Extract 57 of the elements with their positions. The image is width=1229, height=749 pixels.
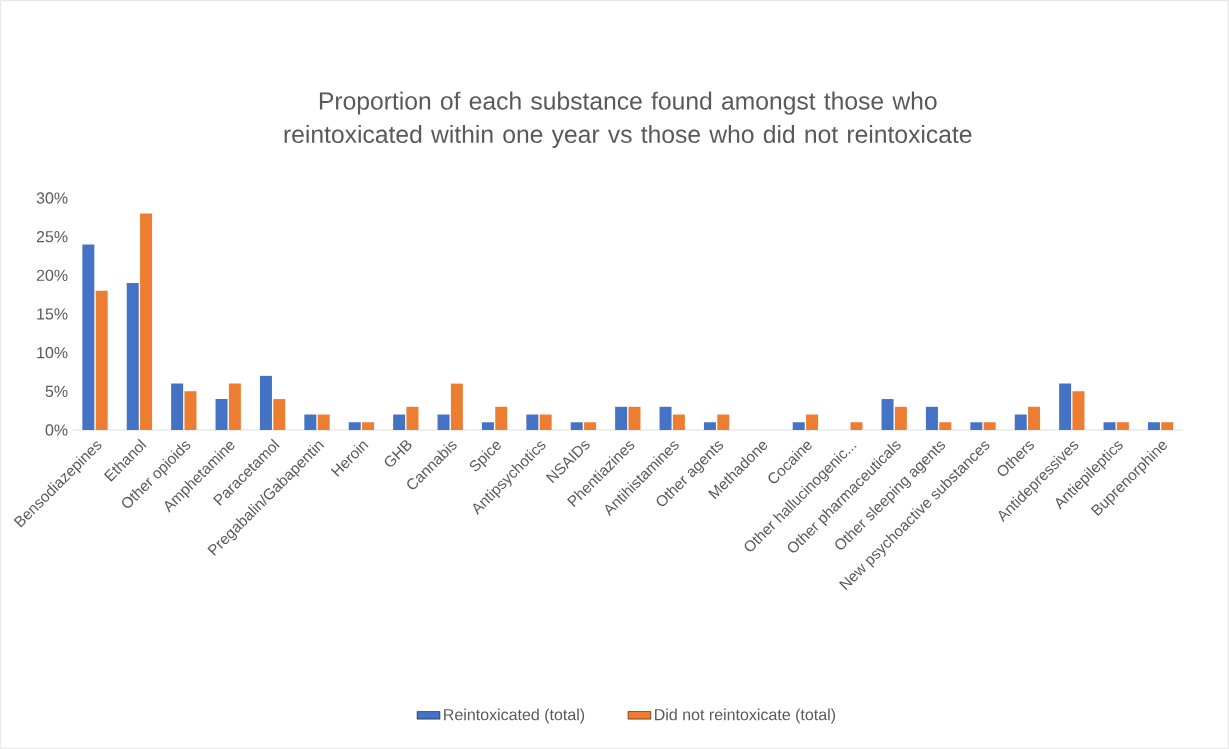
bar (140, 213, 153, 430)
y-tick-label: 30% (36, 192, 68, 204)
y-tick-label: 20% (36, 269, 68, 281)
bar (481, 422, 494, 430)
bar (939, 422, 952, 430)
bar (228, 383, 241, 430)
bar (850, 422, 863, 430)
bar (393, 414, 406, 430)
bar (259, 375, 272, 430)
bar (672, 414, 685, 430)
bar (1028, 406, 1041, 430)
bar (615, 406, 628, 430)
bar (1014, 414, 1027, 430)
legend-label: Did not reintoxicate (total) (655, 708, 836, 724)
bar (703, 422, 716, 430)
bar (95, 290, 108, 430)
bar (983, 422, 996, 430)
bar (437, 414, 450, 430)
bar (894, 406, 907, 430)
bar (1161, 422, 1174, 430)
bar (304, 414, 317, 430)
bar (1103, 422, 1116, 430)
bar (1059, 383, 1072, 430)
y-tick-label: 15% (37, 308, 68, 320)
bar (792, 422, 805, 430)
bar (362, 422, 375, 430)
bar (1072, 391, 1085, 430)
bar (570, 422, 583, 430)
bar (450, 383, 463, 430)
bar (1147, 422, 1160, 430)
bar (881, 399, 894, 430)
bar (659, 406, 672, 430)
bar (82, 244, 95, 430)
y-tick-label: 10% (37, 347, 68, 359)
chart-title: Proportion of each substance found amongst those who reintoxicated within one year vs those who did not reintoxicate (284, 91, 972, 148)
bar (806, 414, 819, 430)
bar (348, 422, 361, 430)
bar (539, 414, 552, 430)
bar (925, 406, 938, 430)
y-tick-label: 0% (45, 424, 68, 436)
bar (406, 406, 419, 430)
bar (171, 383, 184, 430)
bar (215, 399, 228, 430)
bar (184, 391, 197, 430)
bar (526, 414, 539, 430)
bar (273, 399, 286, 430)
bar (628, 406, 641, 430)
bar (584, 422, 597, 430)
y-tick-label: 25% (36, 231, 68, 243)
bar (126, 283, 139, 430)
bar (717, 414, 730, 430)
bar (970, 422, 983, 430)
bar (317, 414, 330, 430)
bar (495, 406, 508, 430)
y-tick-label: 5% (45, 385, 68, 397)
legend-label: Reintoxicated (total) (444, 708, 585, 724)
bar (1116, 422, 1129, 430)
